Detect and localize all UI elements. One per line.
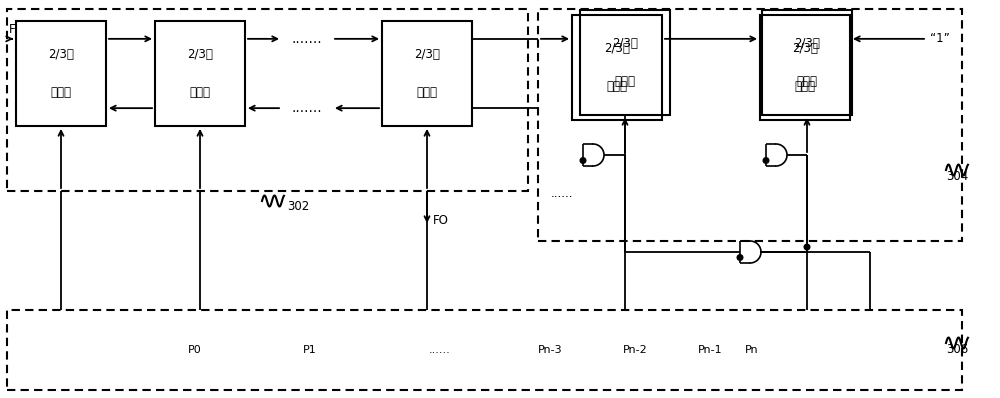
Text: Pn: Pn xyxy=(745,345,759,355)
Text: Pn-2: Pn-2 xyxy=(623,345,647,355)
Text: .......: ....... xyxy=(292,32,322,46)
Text: 2/3分: 2/3分 xyxy=(414,48,440,61)
Text: ......: ...... xyxy=(429,345,451,355)
Circle shape xyxy=(737,255,743,260)
Circle shape xyxy=(804,244,810,250)
Text: Pn-3: Pn-3 xyxy=(538,345,562,355)
Text: “1”: “1” xyxy=(930,32,950,45)
Text: 2/3分: 2/3分 xyxy=(48,48,74,61)
Text: 频单元: 频单元 xyxy=(416,86,437,99)
Circle shape xyxy=(763,158,769,163)
Text: 频单元: 频单元 xyxy=(794,80,815,93)
Text: .......: ....... xyxy=(292,101,322,115)
Text: P0: P0 xyxy=(188,345,202,355)
Circle shape xyxy=(580,158,586,163)
Text: 2/3分: 2/3分 xyxy=(612,37,638,50)
Text: 306: 306 xyxy=(946,343,968,356)
Text: 频单元: 频单元 xyxy=(190,86,210,99)
Text: 频单元: 频单元 xyxy=(796,75,818,88)
Text: Pn-1: Pn-1 xyxy=(698,345,722,355)
Text: 302: 302 xyxy=(287,200,309,213)
Text: 2/3分: 2/3分 xyxy=(794,37,820,50)
Text: ......: ...... xyxy=(551,187,573,199)
Text: 2/3分: 2/3分 xyxy=(604,42,630,55)
Text: P1: P1 xyxy=(303,345,317,355)
Text: 频单元: 频单元 xyxy=(50,86,72,99)
Text: 2/3分: 2/3分 xyxy=(792,42,818,55)
Text: FO: FO xyxy=(433,214,449,227)
Text: 频单元: 频单元 xyxy=(614,75,636,88)
Text: 频单元: 频单元 xyxy=(606,80,628,93)
Text: 2/3分: 2/3分 xyxy=(187,48,213,61)
Text: FI: FI xyxy=(9,23,19,36)
Text: 304: 304 xyxy=(946,170,968,183)
